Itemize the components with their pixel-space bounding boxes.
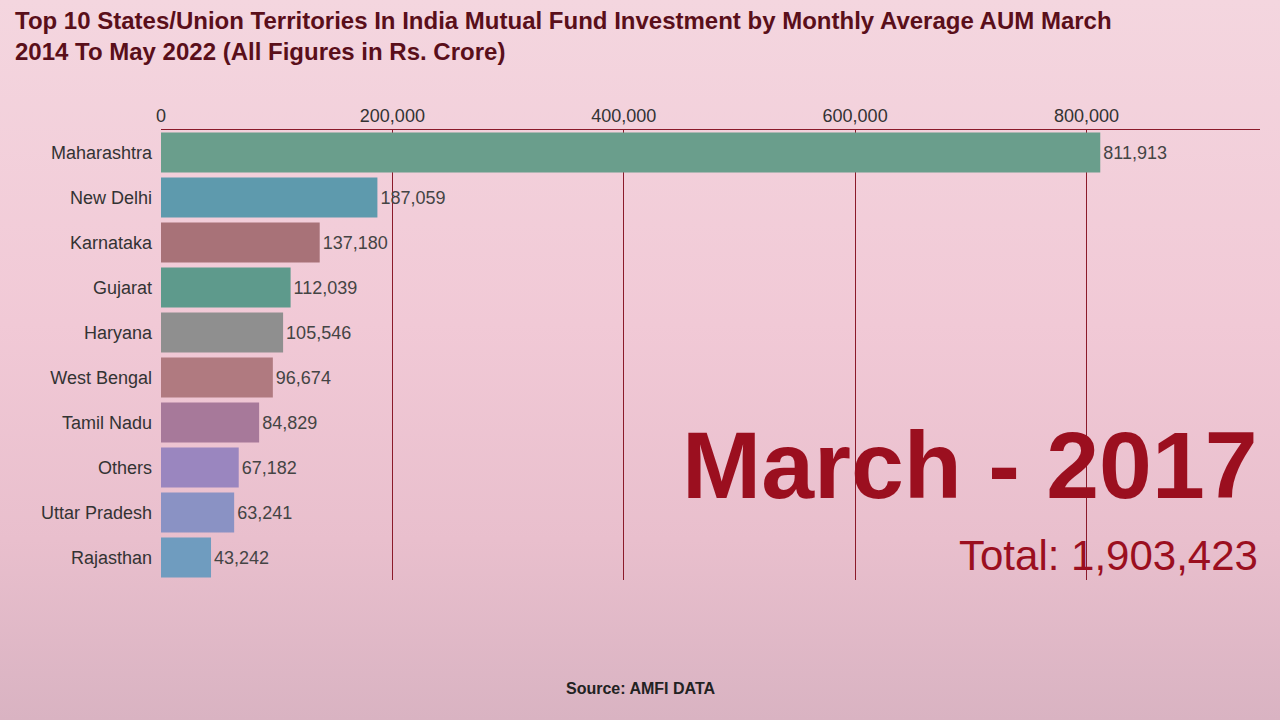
svg-text:96,674: 96,674: [276, 368, 331, 388]
svg-text:Top 10 States/Union Territorie: Top 10 States/Union Territories In India…: [15, 7, 1112, 65]
svg-text:187,059: 187,059: [380, 188, 445, 208]
svg-text:March - 2017: March - 2017: [682, 412, 1258, 518]
svg-text:West Bengal: West Bengal: [50, 368, 152, 388]
svg-text:400,000: 400,000: [591, 106, 656, 126]
svg-text:84,829: 84,829: [262, 413, 317, 433]
svg-text:105,546: 105,546: [286, 323, 351, 343]
svg-text:0: 0: [156, 106, 166, 126]
svg-text:63,241: 63,241: [237, 503, 292, 523]
svg-text:Rajasthan: Rajasthan: [71, 548, 152, 568]
svg-text:112,039: 112,039: [294, 278, 358, 298]
svg-text:200,000: 200,000: [360, 106, 425, 126]
svg-text:Gujarat: Gujarat: [93, 278, 152, 298]
svg-text:Karnataka: Karnataka: [70, 233, 153, 253]
svg-text:811,913: 811,913: [1103, 143, 1167, 163]
svg-text:Source: AMFI DATA: Source: AMFI DATA: [566, 680, 715, 697]
svg-text:800,000: 800,000: [1054, 106, 1119, 126]
svg-text:Maharashtra: Maharashtra: [51, 143, 153, 163]
svg-text:67,182: 67,182: [242, 458, 297, 478]
svg-text:137,180: 137,180: [323, 233, 388, 253]
svg-text:600,000: 600,000: [823, 106, 888, 126]
svg-text:Others: Others: [98, 458, 152, 478]
svg-text:Tamil Nadu: Tamil Nadu: [62, 413, 152, 433]
svg-text:Haryana: Haryana: [84, 323, 153, 343]
svg-text:New Delhi: New Delhi: [70, 188, 152, 208]
svg-text:Total: 1,903,423: Total: 1,903,423: [959, 532, 1258, 579]
svg-text:Uttar Pradesh: Uttar Pradesh: [41, 503, 152, 523]
svg-text:43,242: 43,242: [214, 548, 269, 568]
